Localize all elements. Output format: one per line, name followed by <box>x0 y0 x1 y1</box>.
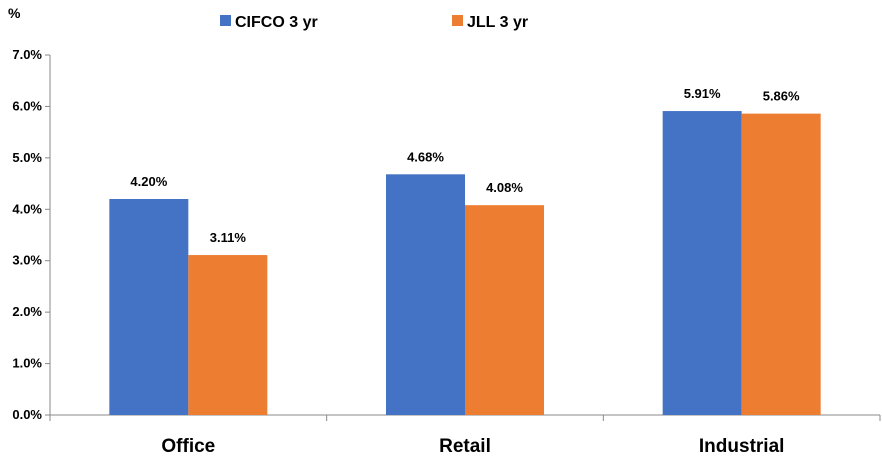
y-tick-label: 1.0% <box>12 356 42 371</box>
x-axis: Office Retail Industrial <box>49 414 881 457</box>
y-axis: 0.0% 1.0% 2.0% 3.0% 4.0% 5.0% 6.0% 7.0% <box>12 47 51 422</box>
y-tick-label: 2.0% <box>12 304 42 319</box>
x-category-label: Industrial <box>699 436 785 457</box>
data-label: 5.91% <box>684 86 721 101</box>
data-labels: 4.20% 3.11% 4.68% 4.08% 5.91% 5.86% <box>130 86 800 245</box>
x-category-label: Retail <box>439 436 491 457</box>
bars <box>109 111 821 416</box>
data-label: 4.20% <box>130 174 167 189</box>
legend-swatch <box>220 15 231 26</box>
y-tick-label: 3.0% <box>12 253 42 268</box>
y-tick-label: 0.0% <box>12 407 42 422</box>
legend-label: JLL 3 yr <box>467 14 528 31</box>
y-axis-unit-label: % <box>8 5 21 21</box>
legend: CIFCO 3 yr JLL 3 yr <box>220 14 528 31</box>
data-label: 5.86% <box>763 89 800 104</box>
bar-cifco-industrial <box>662 111 742 416</box>
x-category-label: Office <box>161 436 215 457</box>
y-tick-label: 4.0% <box>12 201 42 216</box>
data-label: 3.11% <box>210 230 247 245</box>
y-tick-label: 7.0% <box>12 47 42 62</box>
bar-jll-retail <box>465 205 544 415</box>
y-tick-label: 6.0% <box>12 98 42 113</box>
bar-jll-office <box>188 255 268 415</box>
bar-cifco-retail <box>386 174 465 415</box>
bar-jll-industrial <box>741 113 821 415</box>
legend-label: CIFCO 3 yr <box>235 14 318 31</box>
data-label: 4.08% <box>486 180 523 195</box>
data-label: 4.68% <box>407 149 444 164</box>
y-tick-label: 5.0% <box>12 150 42 165</box>
legend-swatch <box>452 15 463 26</box>
bar-cifco-office <box>109 199 189 415</box>
